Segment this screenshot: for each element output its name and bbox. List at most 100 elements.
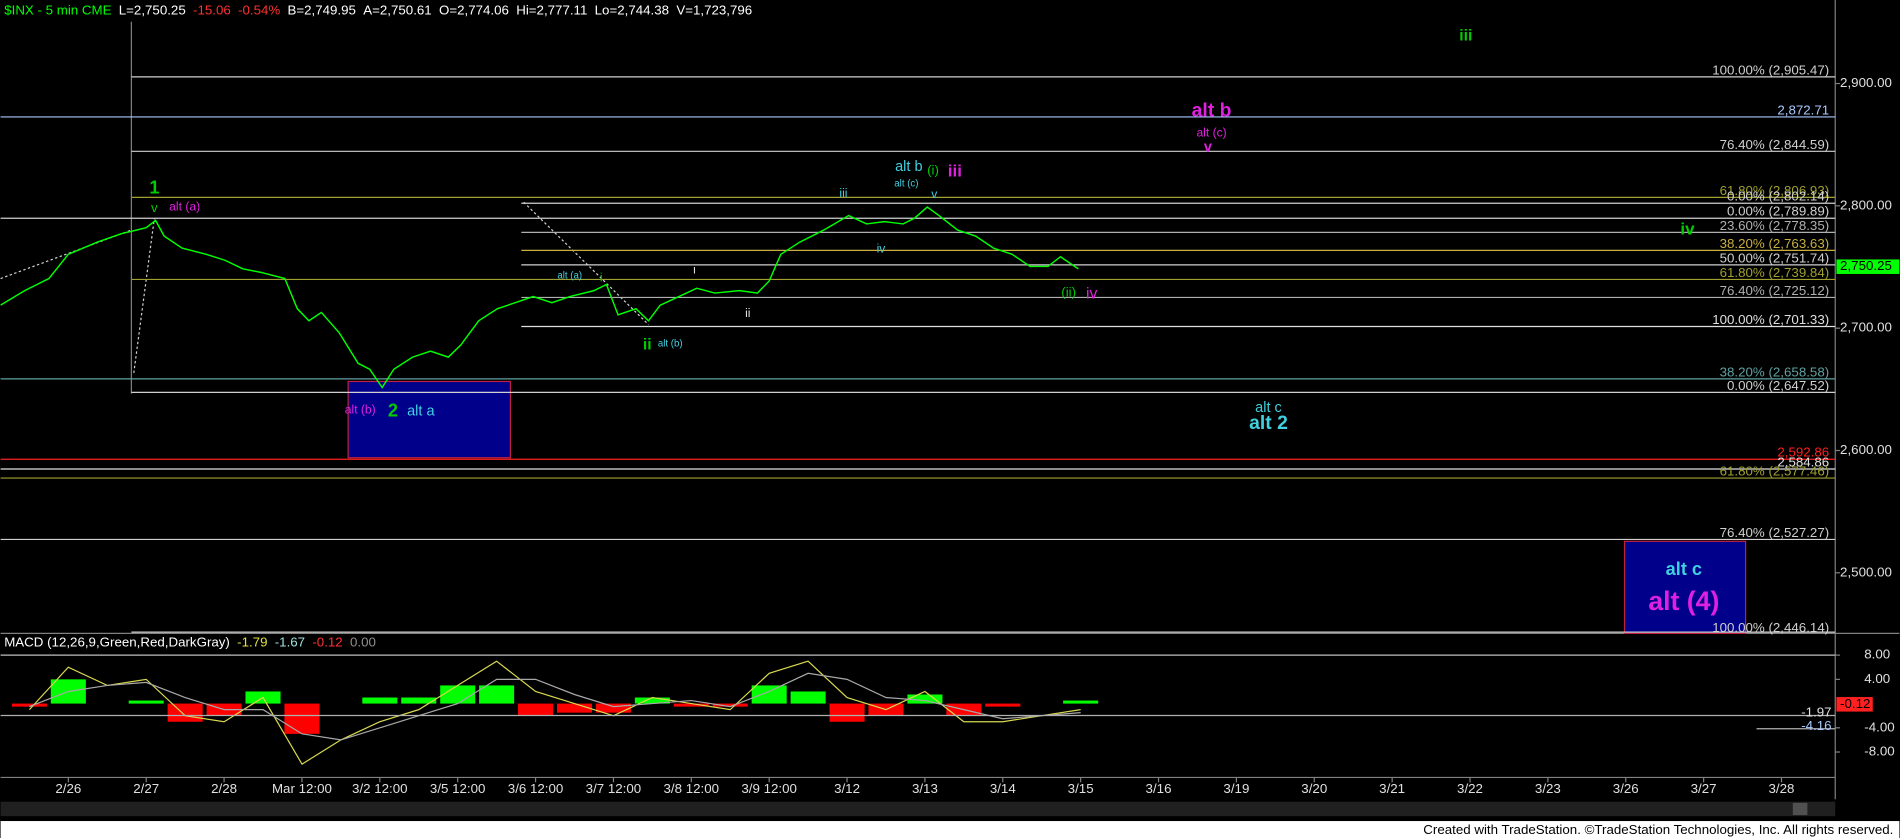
wave-label: alt 2 xyxy=(1249,412,1288,434)
wave-label: alt (b) xyxy=(658,338,683,349)
y-tick-label: 2,500.00 xyxy=(1840,564,1892,579)
header-item: V=1,723,796 xyxy=(676,2,752,17)
y-tick-label: 2,900.00 xyxy=(1840,75,1892,90)
y-tick-label: 2,700.00 xyxy=(1840,320,1892,335)
header-item: B=2,749.95 xyxy=(287,2,355,17)
value-label: -0.12 xyxy=(1840,696,1870,711)
fib-label: 76.40% (2,844.59) xyxy=(1720,137,1830,152)
fib-label: 38.20% (2,763.63) xyxy=(1720,236,1830,251)
histogram-bar xyxy=(985,703,1021,707)
wave-label: alt b xyxy=(1192,100,1232,122)
fib-label: 76.40% (2,725.12) xyxy=(1720,283,1830,298)
x-tick-label: 2/28 xyxy=(211,781,237,796)
macd-header-item: -1.67 xyxy=(275,635,305,650)
fib-label: 0.00% (2,789.89) xyxy=(1727,204,1829,219)
wave-label: v xyxy=(931,187,937,201)
x-tick-label: 3/7 12:00 xyxy=(586,781,642,796)
y-tick-label: 8.00 xyxy=(1864,647,1890,662)
header-item: O=2,774.06 xyxy=(439,2,509,17)
wave-label: v xyxy=(151,200,158,215)
histogram-bar xyxy=(829,703,865,722)
macd-line xyxy=(28,660,1081,765)
price-line xyxy=(0,206,1079,389)
macd-line xyxy=(29,672,1081,741)
footer: Created with TradeStation. ©TradeStation… xyxy=(1423,822,1893,837)
scrollbar[interactable] xyxy=(0,801,1836,817)
x-tick-label: 3/28 xyxy=(1769,781,1795,796)
x-tick-label: 3/12 xyxy=(834,781,860,796)
wave-label: alt a xyxy=(407,404,435,420)
histogram-bar xyxy=(595,703,631,713)
histogram-bar xyxy=(284,703,320,734)
fib-label: 76.40% (2,527.27) xyxy=(1720,525,1830,540)
macd-header-item: -0.12 xyxy=(312,635,342,650)
last-price-label: 2,750.25 xyxy=(1840,258,1892,273)
x-tick-label: 3/9 12:00 xyxy=(741,781,797,796)
header-item: A=2,750.61 xyxy=(363,2,431,17)
wave-label: iv xyxy=(877,242,886,256)
x-tick-label: 3/21 xyxy=(1379,781,1405,796)
histogram-bar xyxy=(634,697,670,704)
fib-label: 100.00% (2,446.14) xyxy=(1712,620,1829,635)
fib-label: 23.60% (2,778.35) xyxy=(1720,218,1830,233)
fib-label: 38.20% (2,658.58) xyxy=(1720,364,1830,379)
wave-label: alt (c) xyxy=(894,179,918,190)
fib-label: 61.80% (2,806.93) xyxy=(1720,183,1830,198)
x-tick-label: 3/14 xyxy=(990,781,1017,796)
histogram-bar xyxy=(167,703,203,722)
x-tick-label: 3/26 xyxy=(1613,781,1639,796)
histogram-bar xyxy=(479,685,515,704)
last-price-box xyxy=(1836,259,1900,274)
macd-header-item: 0.00 xyxy=(350,635,376,650)
x-tick-label: 3/23 xyxy=(1535,781,1561,796)
histogram-bar xyxy=(751,685,787,704)
trend-line xyxy=(133,217,155,374)
wave-label: ii xyxy=(745,306,750,320)
wave-label: alt (4) xyxy=(1648,586,1719,616)
wave-label: v xyxy=(1204,140,1213,156)
wave-label: iii xyxy=(839,186,847,200)
wave-label: alt (b) xyxy=(345,403,376,417)
fib-label: 50.00% (2,751.74) xyxy=(1720,250,1830,265)
x-tick-label: Mar 12:00 xyxy=(272,781,332,796)
x-tick-label: 3/22 xyxy=(1457,781,1483,796)
x-tick-label: 3/16 xyxy=(1146,781,1172,796)
x-tick-label: 3/19 xyxy=(1223,781,1249,796)
histogram-bar xyxy=(712,703,748,707)
x-tick-label: 3/15 xyxy=(1068,781,1094,796)
wave-label: (i) xyxy=(927,162,939,177)
y-tick-label: 4.00 xyxy=(1864,671,1890,686)
x-tick-label: 3/27 xyxy=(1691,781,1717,796)
scroll-thumb[interactable] xyxy=(1792,802,1808,815)
target-box xyxy=(347,380,512,459)
fib-label: 2,592.86 xyxy=(1777,445,1829,460)
header-item: L=2,750.25 xyxy=(119,2,186,17)
wave-label: alt (a) xyxy=(557,271,582,282)
wave-label: iii xyxy=(948,161,962,180)
histogram-bar xyxy=(362,697,398,704)
value-box xyxy=(1836,697,1873,712)
x-tick-label: 3/5 12:00 xyxy=(430,781,486,796)
fib-label: 61.80% (2,577.46) xyxy=(1720,464,1830,479)
fib-label: 2,584.86 xyxy=(1777,454,1829,469)
macd-header-item: MACD (12,26,9,Green,Red,DarkGray) xyxy=(4,635,230,650)
y-tick-label: 2,800.00 xyxy=(1840,197,1892,212)
wave-label: alt c xyxy=(1666,559,1702,579)
header-item: -0.54% xyxy=(238,2,280,17)
header-item: -15.06 xyxy=(193,2,231,17)
wave-label: alt (a) xyxy=(169,199,200,213)
fib-label: 100.00% (2,701.33) xyxy=(1712,312,1829,327)
value-label: -1.97 xyxy=(1801,705,1831,720)
header-item: Hi=2,777.11 xyxy=(516,2,587,17)
y-tick-label: 2,600.00 xyxy=(1840,442,1892,457)
value-label: -4.16 xyxy=(1801,718,1831,733)
y-tick-label: -8.00 xyxy=(1864,744,1894,759)
x-tick-label: 3/20 xyxy=(1301,781,1327,796)
histogram-bar xyxy=(518,703,554,716)
wave-label: iii xyxy=(1459,27,1472,44)
x-tick-label: 3/8 12:00 xyxy=(664,781,720,796)
wave-label: (ii) xyxy=(1061,285,1076,300)
wave-label: iv xyxy=(1086,285,1097,302)
